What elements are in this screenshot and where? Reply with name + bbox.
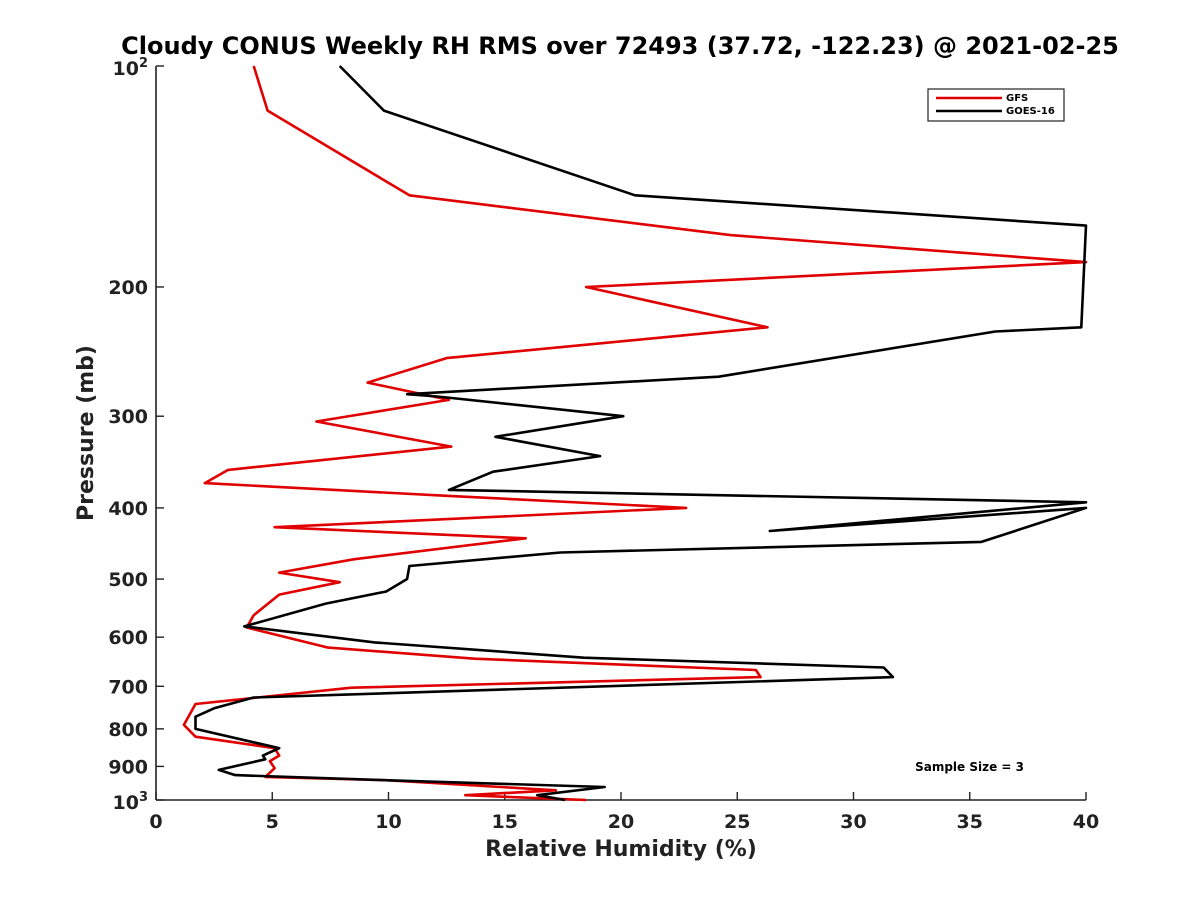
y-axis-label: Pressure (mb)	[74, 345, 99, 521]
legend-label-gfs: GFS	[1006, 93, 1028, 104]
y-tick-label: 400	[108, 498, 148, 520]
y-ticks: 200 300 400 500 600 700 800 900 102 103	[108, 56, 164, 814]
x-tick-label: 25	[724, 811, 750, 833]
chart-title: Cloudy CONUS Weekly RH RMS over 72493 (3…	[121, 32, 1119, 60]
y-tick-label: 600	[108, 627, 148, 649]
y-tick-label: 800	[108, 719, 148, 741]
x-axis-label: Relative Humidity (%)	[485, 837, 757, 862]
y-tick-label-power: 103	[113, 790, 149, 814]
x-tick-label: 5	[266, 811, 279, 833]
x-ticks: 0 5 10 15 20 25 30 35 40	[149, 792, 1099, 833]
x-tick-label: 20	[608, 811, 634, 833]
legend-label-goes16: GOES-16	[1006, 106, 1055, 117]
legend-box	[927, 88, 1065, 122]
plot-area: 0 5 10 15 20 25 30 35 40 200 300 400 500 600 700 800 90…	[108, 56, 1099, 833]
series-lines	[182, 65, 1088, 802]
y-tick-label: 900	[108, 756, 148, 778]
x-tick-label: 30	[840, 811, 866, 833]
y-tick-label: 300	[108, 406, 148, 428]
y-tick-label: 500	[108, 569, 148, 591]
x-tick-label: 40	[1073, 811, 1099, 833]
sample-size-annotation: Sample Size = 3	[915, 760, 1024, 774]
legend: GFS GOES-16	[927, 88, 1065, 122]
y-tick-label-power: 102	[113, 56, 149, 80]
x-tick-label: 0	[149, 811, 162, 833]
series-line-gfs	[182, 65, 1088, 802]
x-tick-label: 15	[492, 811, 518, 833]
series-line-goes16	[194, 65, 1088, 802]
y-tick-label: 700	[108, 676, 148, 698]
x-tick-label: 35	[957, 811, 983, 833]
x-tick-label: 10	[375, 811, 401, 833]
y-tick-label: 200	[108, 277, 148, 299]
